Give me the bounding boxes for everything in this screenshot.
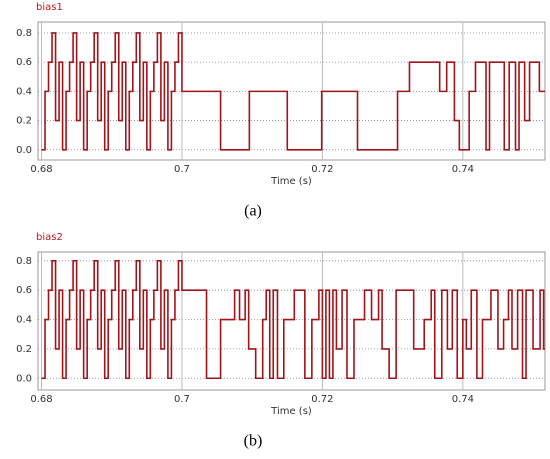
x-tick-label: 0.68 xyxy=(30,164,52,175)
y-tick-label: 0.4 xyxy=(16,315,32,326)
y-tick-label: 0.0 xyxy=(16,145,32,156)
x-axis-label: Time (s) xyxy=(270,406,312,417)
y-tick-label: 0.8 xyxy=(16,256,32,267)
y-tick-label: 0.6 xyxy=(16,57,32,68)
x-tick-label: 0.68 xyxy=(30,394,52,405)
x-tick-label: 0.7 xyxy=(174,164,190,175)
x-axis-label: Time (s) xyxy=(270,176,312,187)
x-tick-label: 0.74 xyxy=(452,164,474,175)
step-line xyxy=(41,260,545,380)
x-tick-label: 0.72 xyxy=(311,394,333,405)
x-tick-label: 0.74 xyxy=(452,394,474,405)
caption: (a) xyxy=(244,203,262,220)
chart-title: bias2 xyxy=(36,232,63,243)
y-tick-label: 0.0 xyxy=(16,373,32,384)
y-tick-label: 0.2 xyxy=(16,116,32,127)
x-tick-label: 0.7 xyxy=(174,394,190,405)
y-tick-label: 0.2 xyxy=(16,344,32,355)
y-tick-label: 0.8 xyxy=(16,28,32,39)
caption: (b) xyxy=(244,433,263,450)
plot-area xyxy=(37,251,546,391)
x-tick-label: 0.72 xyxy=(311,164,333,175)
step-line xyxy=(41,32,545,151)
y-tick-label: 0.6 xyxy=(16,285,32,296)
chart-title: bias1 xyxy=(36,2,63,13)
y-tick-label: 0.4 xyxy=(16,86,32,97)
